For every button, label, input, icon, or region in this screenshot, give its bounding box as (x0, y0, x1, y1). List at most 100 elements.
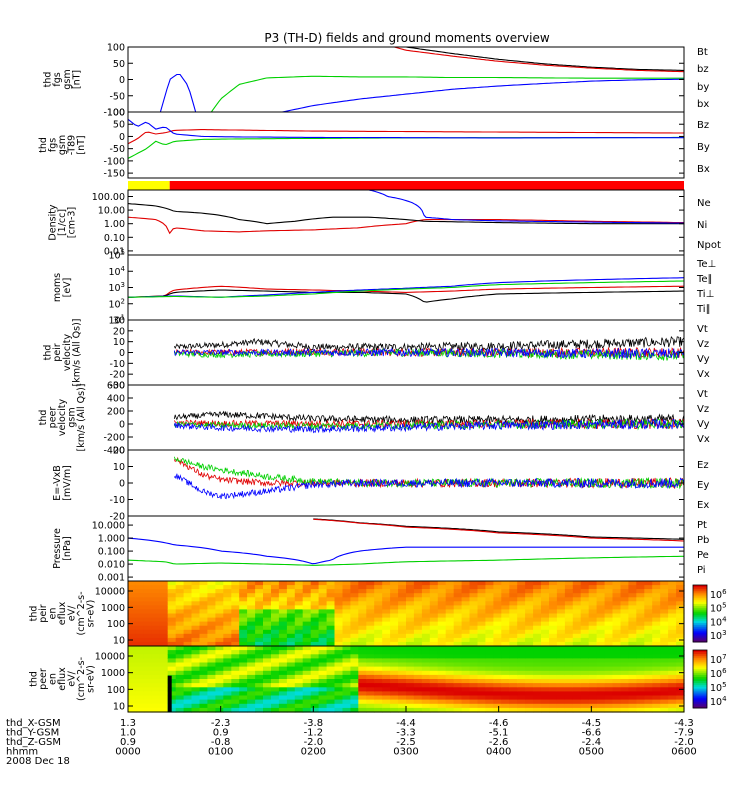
heatmap-cell (358, 687, 367, 692)
heatmap-cell (477, 674, 486, 680)
heatmap-cell (366, 585, 375, 590)
heatmap-cell (461, 691, 471, 697)
heatmap-cell (342, 662, 351, 668)
heatmap-cell (493, 707, 502, 713)
heatmap-cell (255, 617, 264, 623)
heatmap-cell (294, 691, 304, 697)
heatmap-cell (175, 654, 185, 659)
heatmap-cell (525, 658, 534, 664)
heatmap-cell (564, 625, 574, 631)
y-tick-label-fgs_t89: -150 (103, 169, 125, 180)
heatmap-cell (461, 597, 471, 602)
heatmap-cell (159, 617, 169, 623)
heatmap-cell (493, 617, 502, 623)
heatmap-cell (358, 617, 367, 623)
heatmap-cell (191, 670, 200, 676)
heatmap-cell (302, 637, 312, 643)
heatmap-cell (215, 674, 224, 680)
heatmap-cell (413, 674, 423, 680)
heatmap-cell (263, 581, 272, 586)
heatmap-cell (652, 621, 661, 627)
heatmap-cell (453, 654, 463, 659)
heatmap-cell (652, 637, 661, 643)
heatmap-cell (533, 637, 542, 643)
heatmap-cell (286, 703, 296, 709)
heatmap-cell (263, 699, 272, 705)
heatmap-cell (382, 581, 391, 586)
y-axis-label-line: [mV/m] (62, 465, 73, 501)
heatmap-cell (215, 581, 224, 586)
heatmap-cell (509, 679, 518, 684)
heatmap-cell (580, 637, 590, 643)
y-axis-label-line: [nPa] (62, 536, 73, 561)
heatmap-cell (278, 609, 288, 615)
heatmap-cell (191, 703, 200, 709)
heatmap-cell (676, 666, 685, 672)
heatmap-cell (485, 683, 494, 688)
heatmap-cell (286, 687, 296, 692)
y-axis-label-line: [km/s (All Qs)] (71, 319, 82, 387)
heatmap-cell (580, 658, 590, 664)
heatmap-cell (477, 699, 486, 705)
heatmap-cell (564, 581, 574, 586)
heatmap-cell (604, 597, 614, 602)
heatmap-cell (318, 601, 328, 606)
heatmap-cell (461, 621, 471, 627)
heatmap-cell (366, 646, 375, 651)
heatmap-cell (644, 593, 653, 598)
heatmap-cell (135, 585, 145, 590)
heatmap-cell (413, 633, 423, 639)
heatmap-cell (398, 691, 407, 697)
heatmap-cell (652, 589, 661, 594)
heatmap-cell (406, 646, 415, 651)
heatmap-cell (604, 585, 614, 590)
heatmap-cell (453, 617, 463, 623)
heatmap-cell (398, 609, 407, 615)
heatmap-cell (493, 593, 502, 598)
heatmap-cell (358, 662, 367, 668)
heatmap-cell (580, 593, 590, 598)
heatmap-cell (541, 695, 550, 701)
heatmap-cell (429, 585, 439, 590)
heatmap-cell (318, 703, 328, 709)
colorbar-segment (693, 605, 707, 609)
heatmap-cell (421, 605, 431, 611)
heatmap-cell (350, 683, 359, 688)
heatmap-cell (334, 621, 343, 627)
heatmap-cell (223, 658, 232, 664)
heatmap-cell (135, 609, 145, 615)
heatmap-cell (469, 658, 478, 664)
heatmap-cell (191, 674, 200, 680)
heatmap-cell (429, 605, 439, 611)
heatmap-cell (278, 650, 288, 655)
heatmap-cell (477, 666, 486, 672)
heatmap-cell (596, 650, 606, 655)
heatmap-cell (239, 703, 248, 709)
heatmap-cell (445, 589, 455, 594)
heatmap-cell (612, 593, 621, 598)
heatmap-cell (183, 593, 193, 598)
heatmap-cell (135, 670, 145, 676)
heatmap-cell (175, 597, 185, 602)
heatmap-cell (159, 609, 169, 615)
heatmap-cell (271, 674, 280, 680)
heatmap-cell (207, 707, 216, 713)
heatmap-cell (541, 679, 550, 684)
heatmap-cell (469, 683, 478, 688)
heatmap-cell (469, 650, 478, 655)
heatmap-cell (429, 589, 439, 594)
heatmap-cell (143, 597, 153, 602)
colorbar-frame (692, 649, 708, 709)
heatmap-cell (350, 601, 359, 606)
heatmap-cell (310, 629, 320, 635)
heatmap-cell (429, 629, 439, 635)
heatmap-cell (406, 589, 415, 594)
heatmap-cell (199, 707, 208, 713)
heatmap-cell (509, 617, 518, 623)
heatmap-cell (223, 637, 232, 643)
heatmap-cell (223, 666, 232, 672)
heatmap-cell (572, 650, 582, 655)
heatmap-cell (302, 683, 312, 688)
heatmap-cell (549, 699, 558, 705)
legend-entry-peer_velocity-0: Vt (697, 389, 708, 400)
